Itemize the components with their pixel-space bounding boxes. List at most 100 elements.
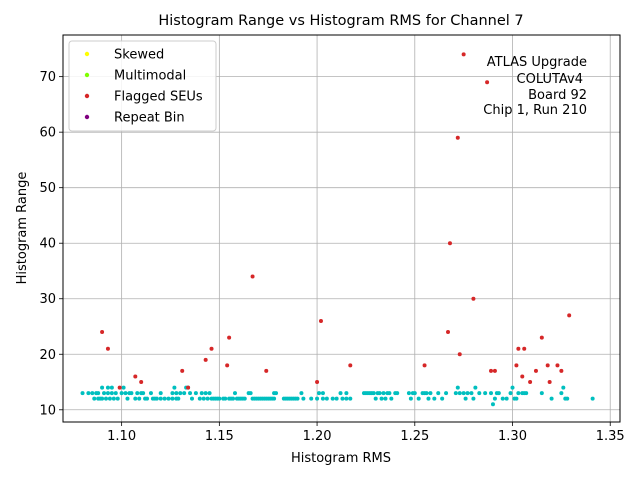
data-point — [309, 396, 314, 401]
point-flagged-seus — [555, 363, 560, 368]
data-point — [170, 396, 175, 401]
data-point — [473, 385, 478, 390]
data-point — [105, 391, 110, 396]
data-point — [516, 391, 521, 396]
data-point — [444, 391, 449, 396]
point-flagged-seus — [539, 335, 544, 340]
point-flagged-seus — [522, 346, 527, 351]
point-flagged-seus — [447, 241, 452, 246]
legend-marker — [84, 114, 90, 120]
legend-marker — [84, 93, 90, 99]
data-point — [248, 391, 253, 396]
data-point — [80, 391, 85, 396]
point-flagged-seus — [318, 318, 323, 323]
data-point — [158, 391, 163, 396]
data-point — [377, 391, 382, 396]
data-point — [416, 396, 421, 401]
data-point — [500, 396, 505, 401]
data-point — [119, 391, 124, 396]
data-point — [381, 391, 386, 396]
y-tick-label: 60 — [39, 126, 56, 141]
data-point — [105, 385, 110, 390]
point-flagged-seus — [139, 380, 144, 385]
data-point — [561, 385, 566, 390]
point-flagged-seus — [533, 368, 538, 373]
point-flagged-seus — [471, 296, 476, 301]
x-tick-label: 1.20 — [303, 429, 332, 444]
x-tick-label: 1.15 — [205, 429, 234, 444]
data-point — [125, 396, 130, 401]
data-point — [176, 396, 181, 401]
data-point — [137, 396, 142, 401]
data-point — [92, 396, 97, 401]
legend-label: Multimodal — [114, 69, 186, 84]
data-point — [453, 391, 458, 396]
data-point — [490, 402, 495, 407]
data-point — [395, 391, 400, 396]
data-point — [274, 391, 279, 396]
annotation-line: COLUTAv4 — [517, 72, 583, 87]
point-flagged-seus — [457, 352, 462, 357]
legend-label: Flagged SEUs — [114, 90, 203, 105]
data-point — [330, 396, 335, 401]
legend: Skewed Multimodal Flagged SEUs Repeat Bin — [68, 40, 217, 132]
data-point — [504, 396, 509, 401]
data-point — [344, 396, 349, 401]
data-point — [432, 396, 437, 401]
data-point — [272, 396, 277, 401]
data-point — [232, 391, 237, 396]
data-point — [123, 391, 128, 396]
data-point — [207, 391, 212, 396]
data-point — [469, 391, 474, 396]
data-point — [205, 396, 210, 401]
data-point — [559, 391, 564, 396]
chart-title: Histogram Range vs Histogram RMS for Cha… — [158, 13, 523, 29]
point-flagged-seus — [545, 363, 550, 368]
data-point — [148, 391, 153, 396]
point-flagged-seus — [492, 368, 497, 373]
data-point — [199, 391, 204, 396]
point-flagged-seus — [567, 313, 572, 318]
plot-frame — [62, 34, 621, 423]
data-point — [549, 396, 554, 401]
point-flagged-seus — [514, 363, 519, 368]
x-tick-label: 1.30 — [498, 429, 527, 444]
point-flagged-seus — [133, 374, 138, 379]
point-flagged-seus — [485, 80, 490, 85]
data-point — [440, 396, 445, 401]
data-point — [334, 396, 339, 401]
point-flagged-seus — [422, 363, 427, 368]
point-flagged-seus — [264, 368, 269, 373]
point-flagged-seus — [528, 380, 533, 385]
data-point — [424, 391, 429, 396]
data-point — [524, 391, 529, 396]
data-point — [565, 396, 570, 401]
data-point — [461, 391, 466, 396]
data-point — [86, 391, 91, 396]
data-point — [115, 396, 120, 401]
data-point — [320, 396, 325, 401]
data-point — [489, 391, 494, 396]
data-point — [514, 396, 519, 401]
point-flagged-seus — [547, 380, 552, 385]
x-tick-label: 1.25 — [400, 429, 429, 444]
point-flagged-seus — [203, 357, 208, 362]
data-point — [348, 396, 353, 401]
data-point — [299, 391, 304, 396]
data-point — [154, 396, 159, 401]
y-tick-label: 40 — [39, 237, 56, 252]
point-flagged-seus — [225, 363, 230, 368]
data-point — [457, 391, 462, 396]
data-point — [463, 396, 468, 401]
legend-box — [68, 40, 217, 132]
point-flagged-seus — [100, 330, 105, 335]
point-flagged-seus — [516, 346, 521, 351]
data-point — [188, 391, 193, 396]
x-axis-label: Histogram RMS — [291, 451, 391, 466]
data-point — [223, 396, 228, 401]
data-point — [338, 391, 343, 396]
data-point — [428, 391, 433, 396]
data-point — [100, 396, 105, 401]
data-point — [170, 391, 175, 396]
y-tick-label: 10 — [39, 403, 56, 418]
